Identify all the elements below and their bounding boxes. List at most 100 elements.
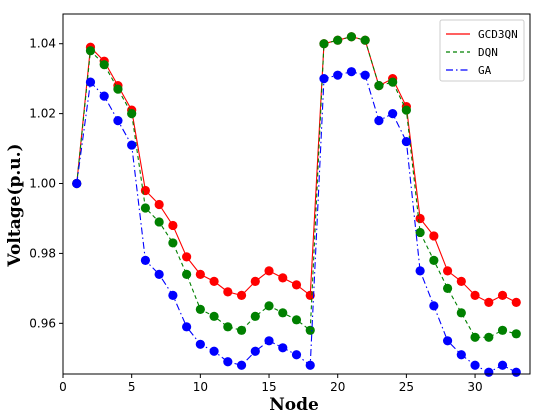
legend-label-gcd3qn: GCD3QN [478,28,518,41]
data-point-ga-node-30 [470,360,480,370]
data-point-ga-node-18 [305,360,315,370]
x-tick-label: 15 [261,380,276,394]
data-point-dqn-node-27 [429,255,439,266]
data-point-ga-node-15 [264,336,274,346]
data-point-gcd3qn-node-16 [278,273,288,283]
data-point-gcd3qn-node-33 [511,297,521,307]
data-point-ga-node-9 [182,322,192,332]
axes-frame [62,13,531,375]
data-point-gcd3qn-node-14 [250,276,260,286]
data-point-ga-node-27 [429,301,439,311]
data-point-ga-node-16 [278,343,288,353]
data-point-dqn-node-17 [291,315,302,325]
data-point-dqn-node-14 [250,311,260,321]
data-point-dqn-node-31 [484,332,494,342]
data-point-dqn-node-23 [374,81,384,91]
data-point-dqn-node-28 [442,283,453,293]
x-tick-label: 25 [399,380,414,394]
data-point-gcd3qn-node-30 [470,290,480,300]
data-point-dqn-node-8 [168,238,178,248]
data-point-gcd3qn-node-26 [415,213,425,224]
axes-layer: 0 5 10 15 20 25 30 0.96 0.98 1.00 1.02 1.04 [29,13,531,394]
data-point-ga-node-13 [236,360,247,370]
x-axis-title: Node [269,395,319,415]
data-point-ga-node-7 [154,269,164,279]
data-point-ga-node-17 [291,350,302,360]
data-point-dqn-node-32 [497,325,508,335]
data-point-gcd3qn-node-27 [429,231,439,241]
legend: GCD3QN DQN GA [439,19,525,82]
data-point-dqn-node-3 [99,60,109,70]
data-point-gcd3qn-node-11 [209,276,219,286]
data-point-dqn-node-24 [388,77,398,87]
y-axis-title: Voltage(p.u.) [5,143,25,267]
data-point-dqn-node-4 [113,84,123,94]
data-point-ga-node-10 [195,339,205,349]
legend-label-ga: GA [478,64,492,77]
data-point-ga-node-22 [360,70,370,80]
data-point-ga-node-33 [511,367,521,377]
data-point-ga-node-19 [319,74,329,84]
data-point-ga-node-28 [442,336,453,346]
data-point-dqn-node-6 [140,203,151,213]
legend-box [439,19,525,82]
x-tick-label: 30 [467,380,482,394]
data-point-ga-node-4 [113,116,123,126]
series-ga [72,67,521,377]
data-point-dqn-node-30 [470,332,480,342]
data-point-dqn-node-26 [415,227,425,238]
data-point-ga-node-24 [388,109,398,119]
data-point-ga-node-11 [209,346,219,356]
data-point-ga-node-21 [346,67,357,77]
data-point-ga-node-5 [127,140,137,150]
data-point-ga-node-29 [456,350,466,360]
data-point-dqn-node-33 [511,329,521,339]
data-point-ga-node-6 [140,255,151,266]
data-point-gcd3qn-node-31 [484,297,494,307]
data-point-ga-node-8 [168,290,178,300]
data-point-gcd3qn-node-29 [456,276,466,286]
y-tick-label: 1.00 [29,177,56,191]
data-point-gcd3qn-node-10 [195,269,205,279]
data-point-gcd3qn-node-28 [442,266,453,276]
data-point-ga-node-3 [99,91,109,101]
x-tick-label: 10 [193,380,208,394]
data-point-gcd3qn-node-13 [236,290,247,300]
data-point-dqn-node-9 [182,269,192,279]
y-tick-label: 1.04 [29,37,56,51]
data-point-ga-node-26 [415,266,425,276]
data-point-ga-node-2 [85,77,96,87]
data-point-gcd3qn-node-9 [182,252,192,262]
data-point-dqn-node-21 [346,32,357,42]
data-point-dqn-node-5 [127,109,137,119]
x-tick-label: 20 [330,380,345,394]
data-point-gcd3qn-node-15 [264,266,274,276]
y-tick-label: 0.96 [29,316,56,330]
data-point-gcd3qn-node-32 [497,290,508,300]
data-point-dqn-node-15 [264,301,274,311]
y-tick-label: 0.98 [29,246,56,260]
data-point-ga-node-31 [484,367,494,377]
data-point-dqn-node-2 [85,46,96,56]
data-point-dqn-node-16 [278,308,288,318]
series-layer [72,32,521,377]
data-point-dqn-node-25 [401,105,411,115]
data-point-dqn-node-19 [319,39,329,49]
data-point-dqn-node-13 [236,325,247,335]
data-point-dqn-node-7 [154,217,164,227]
data-point-gcd3qn-node-17 [291,280,302,290]
data-point-dqn-node-10 [195,304,205,314]
data-point-dqn-node-18 [305,325,315,335]
data-point-ga-node-14 [250,346,260,356]
data-point-ga-node-23 [374,116,384,126]
data-point-ga-node-32 [497,360,508,370]
data-point-dqn-node-22 [360,35,370,45]
data-point-gcd3qn-node-8 [168,220,178,231]
data-point-ga-node-1 [72,178,82,189]
data-point-dqn-node-12 [223,322,233,332]
legend-label-dqn: DQN [478,46,498,59]
data-point-ga-node-20 [333,70,343,80]
data-point-gcd3qn-node-12 [223,287,233,297]
